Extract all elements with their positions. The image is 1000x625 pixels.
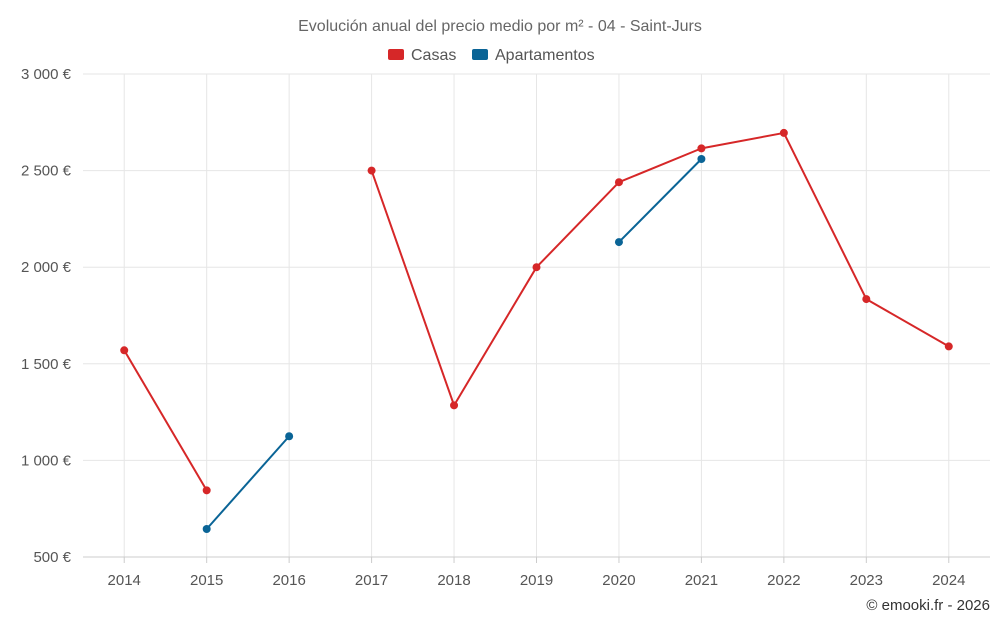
x-tick-label: 2020 [602,572,635,589]
data-point-casas-2020[interactable] [614,178,623,187]
y-tick-label: 2 000 € [21,259,72,276]
data-point-apartamentos-2021[interactable] [697,155,706,164]
data-point-apartamentos-2020[interactable] [614,238,623,247]
data-point-casas-2023[interactable] [862,295,871,304]
legend-label-casas: Casas [411,47,456,64]
y-tick-label: 1 000 € [21,452,72,469]
x-tick-label: 2023 [850,572,883,589]
data-point-casas-2024[interactable] [944,342,953,351]
data-point-casas-2015[interactable] [202,486,211,495]
chart-title: Evolución anual del precio medio por m² … [298,18,702,35]
series [120,128,953,533]
series-line-casas [370,131,950,407]
y-tick-label: 3 000 € [21,66,72,83]
y-tick-label: 1 500 € [21,356,72,373]
legend-item-casas[interactable]: Casas [388,47,456,64]
y-tick-label: 500 € [33,549,71,566]
credit-text: © emooki.fr - 2026 [866,597,990,614]
x-tick-label: 2024 [932,572,965,589]
x-tick-label: 2021 [685,572,718,589]
series-line-apartamentos [618,158,703,243]
data-point-casas-2014[interactable] [120,346,129,355]
y-tick-label: 2 500 € [21,163,72,180]
x-tick-label: 2022 [767,572,800,589]
data-point-casas-2017[interactable] [367,166,376,175]
legend-item-apartamentos[interactable]: Apartamentos [472,47,595,64]
series-line-casas [123,349,208,491]
y-axis: 500 € 1 000 € 1 500 € 2 000 € 2 500 € 3 000 € [21,66,72,566]
x-tick-label: 2017 [355,572,388,589]
legend-swatch-apartamentos [472,49,488,60]
series-line-apartamentos [205,435,290,530]
grid [83,73,990,558]
data-point-apartamentos-2016[interactable] [285,432,294,441]
legend-swatch-casas [388,49,404,60]
data-point-casas-2022[interactable] [779,128,788,137]
x-tick-label: 2019 [520,572,553,589]
data-point-apartamentos-2015[interactable] [202,524,211,533]
legend-label-apartamentos: Apartamentos [495,47,595,64]
x-axis: 2014 2015 2016 2017 2018 2019 2020 2021 2022 2023… [83,556,990,589]
x-tick-label: 2016 [272,572,305,589]
legend: Casas Apartamentos [388,47,595,64]
x-tick-label: 2014 [108,572,141,589]
x-tick-label: 2015 [190,572,223,589]
data-point-casas-2021[interactable] [697,144,706,153]
x-tick-label: 2018 [437,572,470,589]
data-point-casas-2018[interactable] [450,401,459,410]
data-point-casas-2019[interactable] [532,263,541,272]
